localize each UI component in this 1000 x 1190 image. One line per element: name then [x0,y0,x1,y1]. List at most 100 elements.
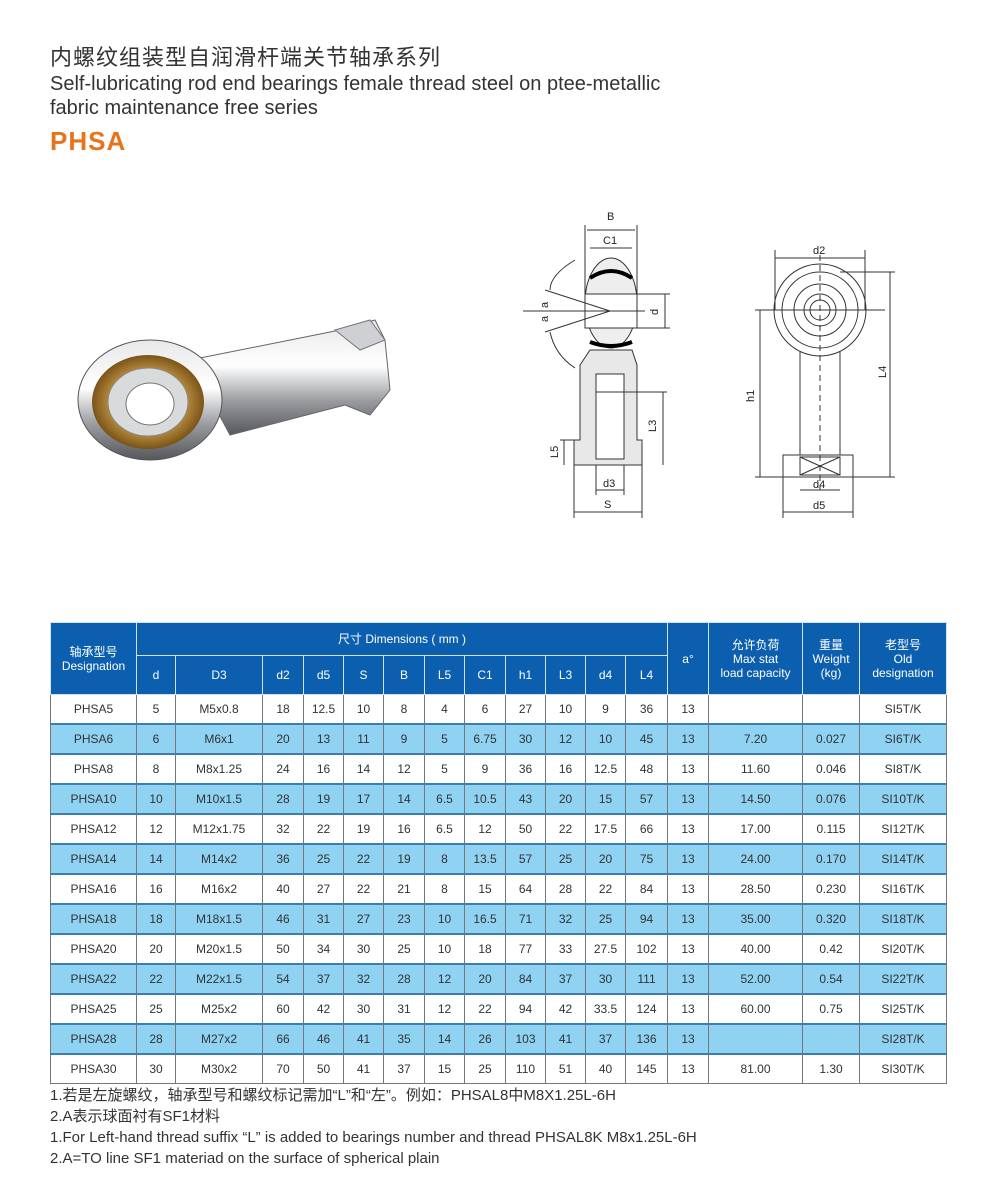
table-cell: 24 [262,753,304,785]
table-cell: 10 [424,903,465,935]
table-cell: 0.230 [802,873,861,905]
table-cell: 111 [624,963,669,995]
col-dim-L3: L3 [545,655,586,695]
label-B: B [607,211,614,223]
table-cell: PHSA30 [50,1053,137,1084]
table-cell: 10 [545,694,586,725]
label-d2: d2 [813,245,825,257]
table-cell: PHSA5 [50,694,137,725]
table-cell: 16 [303,753,344,785]
table-cell: 5 [136,694,176,725]
label-d: d [649,309,661,315]
front-view [755,250,895,518]
table-cell: 15 [585,783,626,815]
table-cell: 40 [585,1053,626,1084]
table-cell: 42 [545,993,586,1025]
table-cell: 84 [505,963,546,995]
label-h1: h1 [745,390,757,402]
table-cell: 13 [667,843,710,875]
table-cell: 4 [424,694,465,725]
table-cell: SI5T/K [859,694,948,725]
table-cell [802,1023,861,1055]
table-cell: 75 [624,843,669,875]
table-cell: 19 [383,843,425,875]
col-alpha: a° [667,622,710,695]
table-cell: 18 [136,903,176,935]
table-cell: 23 [383,903,425,935]
table-cell: 14.50 [708,783,804,815]
table-cell: 46 [262,903,304,935]
table-cell: 35.00 [708,903,804,935]
label-L3: L3 [647,420,659,432]
table-cell: 33 [545,933,586,965]
table-cell: 25 [464,1053,506,1084]
table-cell: 15 [424,1053,465,1084]
table-cell: 27 [303,873,344,905]
specifications-table: 轴承型号 Designation 尺寸 Dimensions ( mm ) a° … [50,622,948,1084]
table-cell: 14 [383,783,425,815]
table-cell: 17 [343,783,384,815]
table-cell: 13 [667,993,710,1025]
table-cell: 41 [545,1023,586,1055]
table-row: PHSA12 12 M12x1.75 32 22 19 16 6.5 12 50 22 17.5 66 1… [50,813,948,845]
table-cell: 45 [624,723,669,755]
table-cell: 25 [383,933,425,965]
table-cell: 33.5 [585,993,626,1025]
table-cell: 14 [136,843,176,875]
table-cell: M18x1.5 [175,903,263,935]
table-cell: 60.00 [708,993,804,1025]
table-cell: M25x2 [175,993,263,1025]
table-cell: 18 [464,933,506,965]
table-cell: SI6T/K [859,723,948,755]
table-row: PHSA10 10 M10x1.5 28 19 17 14 6.5 10.5 43 20 15 57 13… [50,783,948,815]
label-d3: d3 [603,478,615,490]
table-cell: 10 [136,783,176,815]
table-cell: 7.20 [708,723,804,755]
table-cell: 16 [545,753,586,785]
table-cell: 124 [624,993,669,1025]
label-L5: L5 [549,446,561,458]
table-cell: 13 [667,1053,710,1084]
table-cell: SI8T/K [859,753,948,785]
table-cell: M10x1.5 [175,783,263,815]
table-cell: 25 [136,993,176,1025]
table-cell: 50 [303,1053,344,1084]
table-cell: PHSA20 [50,933,137,965]
table-cell: 37 [585,1023,626,1055]
table-cell: 52.00 [708,963,804,995]
table-cell: 13 [667,753,710,785]
table-cell: 0.170 [802,843,861,875]
table-cell: 13.5 [464,843,506,875]
table-cell: 64 [505,873,546,905]
table-cell: 11.60 [708,753,804,785]
table-cell: 17.00 [708,813,804,845]
table-cell: 37 [383,1053,425,1084]
table-cell: 0.54 [802,963,861,995]
table-cell: 21 [383,873,425,905]
label-S: S [604,499,611,511]
table-cell: 32 [262,813,304,845]
table-row: PHSA30 30 M30x2 70 50 41 37 15 25 110 51 40 145 13 81.… [50,1053,948,1084]
table-cell: 0.027 [802,723,861,755]
col-dim-d5: d5 [303,655,344,695]
table-cell: SI16T/K [859,873,948,905]
table-cell: SI30T/K [859,1053,948,1084]
table-cell: SI18T/K [859,903,948,935]
table-cell: 31 [383,993,425,1025]
table-cell: 30 [585,963,626,995]
note-cn-2: 2.A表示球面衬有SF1材料 [50,1108,221,1125]
table-cell: 19 [303,783,344,815]
table-cell: 28 [136,1023,176,1055]
table-cell: 20 [262,723,304,755]
table-cell: 48 [624,753,669,785]
table-cell: 25 [545,843,586,875]
model-name: PHSA [50,126,127,156]
table-cell: 77 [505,933,546,965]
table-row: PHSA20 20 M20x1.5 50 34 30 25 10 18 77 33 27.5 102 13… [50,933,948,965]
col-dim-L4: L4 [624,655,669,695]
col-dim-C1: C1 [464,655,506,695]
table-cell: 50 [262,933,304,965]
table-cell: 22 [464,993,506,1025]
table-cell: 30 [136,1053,176,1084]
table-cell: 20 [545,783,586,815]
